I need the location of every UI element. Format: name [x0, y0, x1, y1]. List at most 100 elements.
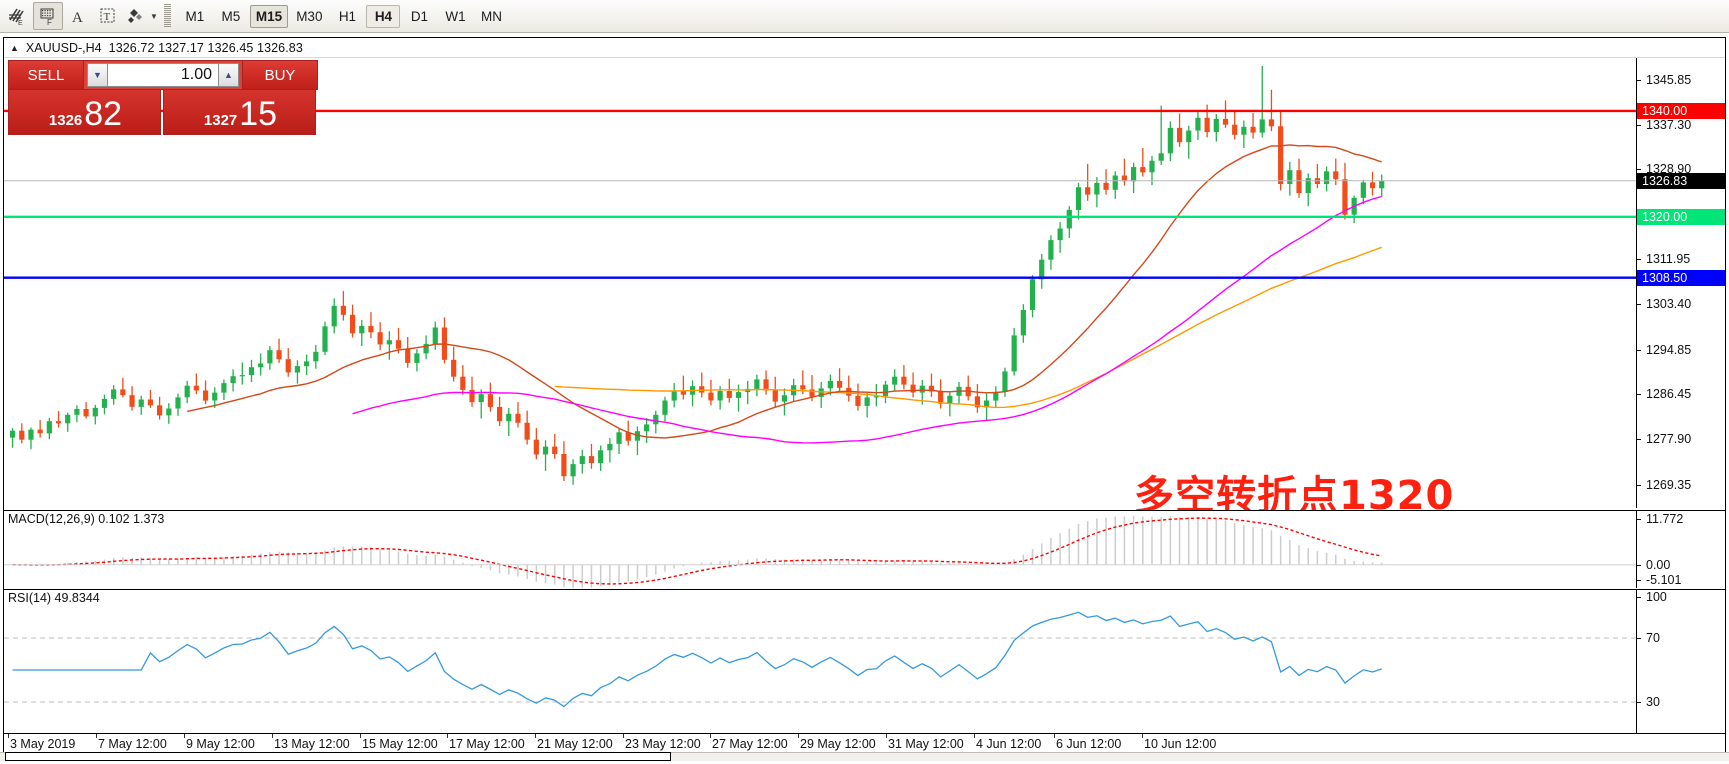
buy-price-integer: 1327 — [203, 112, 238, 129]
time-tick — [798, 734, 799, 738]
buy-price-box[interactable]: 1327 15 — [163, 90, 316, 135]
text-tool-icon[interactable]: A — [63, 2, 93, 30]
price-tick: 1345.85 — [1637, 73, 1725, 88]
time-tick — [8, 734, 9, 738]
trade-panel-top-row: SELL ▼ 1.00 ▲ BUY — [8, 60, 318, 90]
chart-container: ▲ XAUUSD-,H4 1326.72 1327.17 1326.45 132… — [3, 37, 1726, 759]
price-badge: 1326.83 — [1637, 172, 1725, 189]
macd-tick-min: -5.101 — [1637, 573, 1725, 588]
svg-text:E: E — [18, 20, 23, 26]
price-tick: 1294.85 — [1637, 343, 1725, 358]
chart-scrollbar[interactable] — [0, 752, 1729, 764]
price-badge: 1308.50 — [1637, 269, 1725, 286]
time-label: 31 May 12:00 — [888, 737, 964, 751]
main-toolbar: E F A — [0, 0, 1729, 33]
timeframe-m5[interactable]: M5 — [221, 8, 241, 24]
time-tick — [710, 734, 711, 738]
rsi-canvas — [4, 611, 1636, 708]
macd-axis[interactable]: 11.772 0.00 -5.101 — [1636, 510, 1725, 588]
time-label: 3 May 2019 — [10, 737, 76, 751]
timeframe-m30[interactable]: M30 — [296, 8, 323, 24]
timeframe-d1[interactable]: D1 — [410, 8, 429, 24]
macd-plot-area[interactable]: MACD(12,26,9) 0.102 1.373 — [4, 510, 1636, 588]
price-tick: 1337.30 — [1637, 118, 1725, 133]
price-tick: 1269.35 — [1637, 478, 1725, 493]
expand-chart-icon[interactable]: ▲ — [10, 42, 19, 53]
time-label: 7 May 12:00 — [98, 737, 167, 751]
rsi-plot-area[interactable]: RSI(14) 49.8344 — [4, 589, 1636, 750]
rsi-tick-100: 100 — [1637, 590, 1725, 605]
objects-tool-icon[interactable] — [123, 2, 153, 30]
time-label: 23 May 12:00 — [625, 737, 701, 751]
volume-increase-icon[interactable]: ▲ — [218, 63, 239, 87]
volume-decrease-icon[interactable]: ▼ — [87, 63, 108, 87]
price-badge: 1320.00 — [1637, 208, 1725, 225]
timeframe-mn[interactable]: MN — [480, 8, 502, 24]
sell-price-integer: 1326 — [48, 112, 83, 129]
time-tick — [974, 734, 975, 738]
timeframe-w1[interactable]: W1 — [445, 8, 466, 24]
scrollbar-thumb[interactable] — [5, 752, 671, 761]
time-label: 29 May 12:00 — [800, 737, 876, 751]
price-tick: 1303.40 — [1637, 297, 1725, 312]
time-label: 13 May 12:00 — [274, 737, 350, 751]
grid-tool-icon[interactable]: F — [33, 2, 63, 30]
time-tick — [886, 734, 887, 738]
volume-input[interactable]: 1.00 — [108, 63, 218, 87]
price-tick: 1277.90 — [1637, 432, 1725, 447]
macd-label: MACD(12,26,9) 0.102 1.373 — [8, 512, 169, 526]
candlestick-canvas — [4, 65, 1636, 485]
time-label: 15 May 12:00 — [362, 737, 438, 751]
sell-button[interactable]: SELL — [8, 60, 84, 90]
svg-text:F: F — [47, 18, 52, 26]
timeframe-m1[interactable]: M1 — [185, 8, 205, 24]
symbol-label: XAUUSD-,H4 — [25, 40, 102, 55]
time-label: 9 May 12:00 — [186, 737, 255, 751]
sell-price-box[interactable]: 1326 82 — [8, 90, 161, 135]
time-tick — [1142, 734, 1143, 738]
time-tick — [184, 734, 185, 738]
time-tick — [360, 734, 361, 738]
time-tick — [535, 734, 536, 738]
volume-stepper: ▼ 1.00 ▲ — [84, 60, 242, 90]
timeframe-h1[interactable]: H1 — [338, 8, 357, 24]
time-label: 4 Jun 12:00 — [976, 737, 1042, 751]
time-label: 21 May 12:00 — [537, 737, 613, 751]
time-label: 10 Jun 12:00 — [1144, 737, 1217, 751]
trade-panel-price-row: 1326 82 1327 15 — [8, 90, 318, 135]
buy-price-decimal: 15 — [239, 95, 278, 133]
rsi-axis[interactable]: 100 70 30 — [1636, 589, 1725, 750]
svg-text:T: T — [104, 11, 111, 23]
toolbar-grip-handle[interactable] — [163, 4, 171, 28]
ohlc-values: 1326.72 1327.17 1326.45 1326.83 — [108, 40, 303, 55]
time-label: 17 May 12:00 — [449, 737, 525, 751]
time-tick — [447, 734, 448, 738]
sell-price-decimal: 82 — [84, 95, 123, 133]
price-badge: 1340.00 — [1637, 102, 1725, 119]
price-tick: 1286.45 — [1637, 387, 1725, 402]
price-axis[interactable]: 1345.851337.301328.901320.001311.951303.… — [1636, 58, 1725, 508]
time-tick — [272, 734, 273, 738]
grid-glyph: F — [40, 8, 54, 26]
scrollbar-track[interactable] — [0, 752, 1729, 761]
time-tick — [1054, 734, 1055, 738]
text-box-glyph: T — [100, 8, 115, 23]
letter-a-glyph: A — [72, 10, 83, 25]
time-label: 6 Jun 12:00 — [1056, 737, 1122, 751]
objects-dropdown-caret-icon[interactable]: ▼ — [150, 11, 158, 21]
buy-button[interactable]: BUY — [242, 60, 318, 90]
one-click-trading-panel: SELL ▼ 1.00 ▲ BUY 1326 82 1327 — [8, 60, 318, 135]
macd-tick-zero: 0.00 — [1637, 558, 1725, 573]
crosshair-tool-icon[interactable]: E — [3, 2, 33, 30]
macd-canvas — [4, 515, 1636, 588]
time-tick — [623, 734, 624, 738]
timeframe-m15[interactable]: M15 — [249, 4, 289, 28]
crosshair-glyph: E — [9, 8, 24, 26]
rsi-tick-70: 70 — [1637, 631, 1725, 646]
price-tick: 1311.95 — [1637, 252, 1725, 267]
label-tool-icon[interactable]: T — [93, 2, 123, 30]
timeframe-h4[interactable]: H4 — [366, 4, 401, 28]
macd-tick-max: 11.772 — [1637, 512, 1725, 527]
time-tick — [96, 734, 97, 738]
